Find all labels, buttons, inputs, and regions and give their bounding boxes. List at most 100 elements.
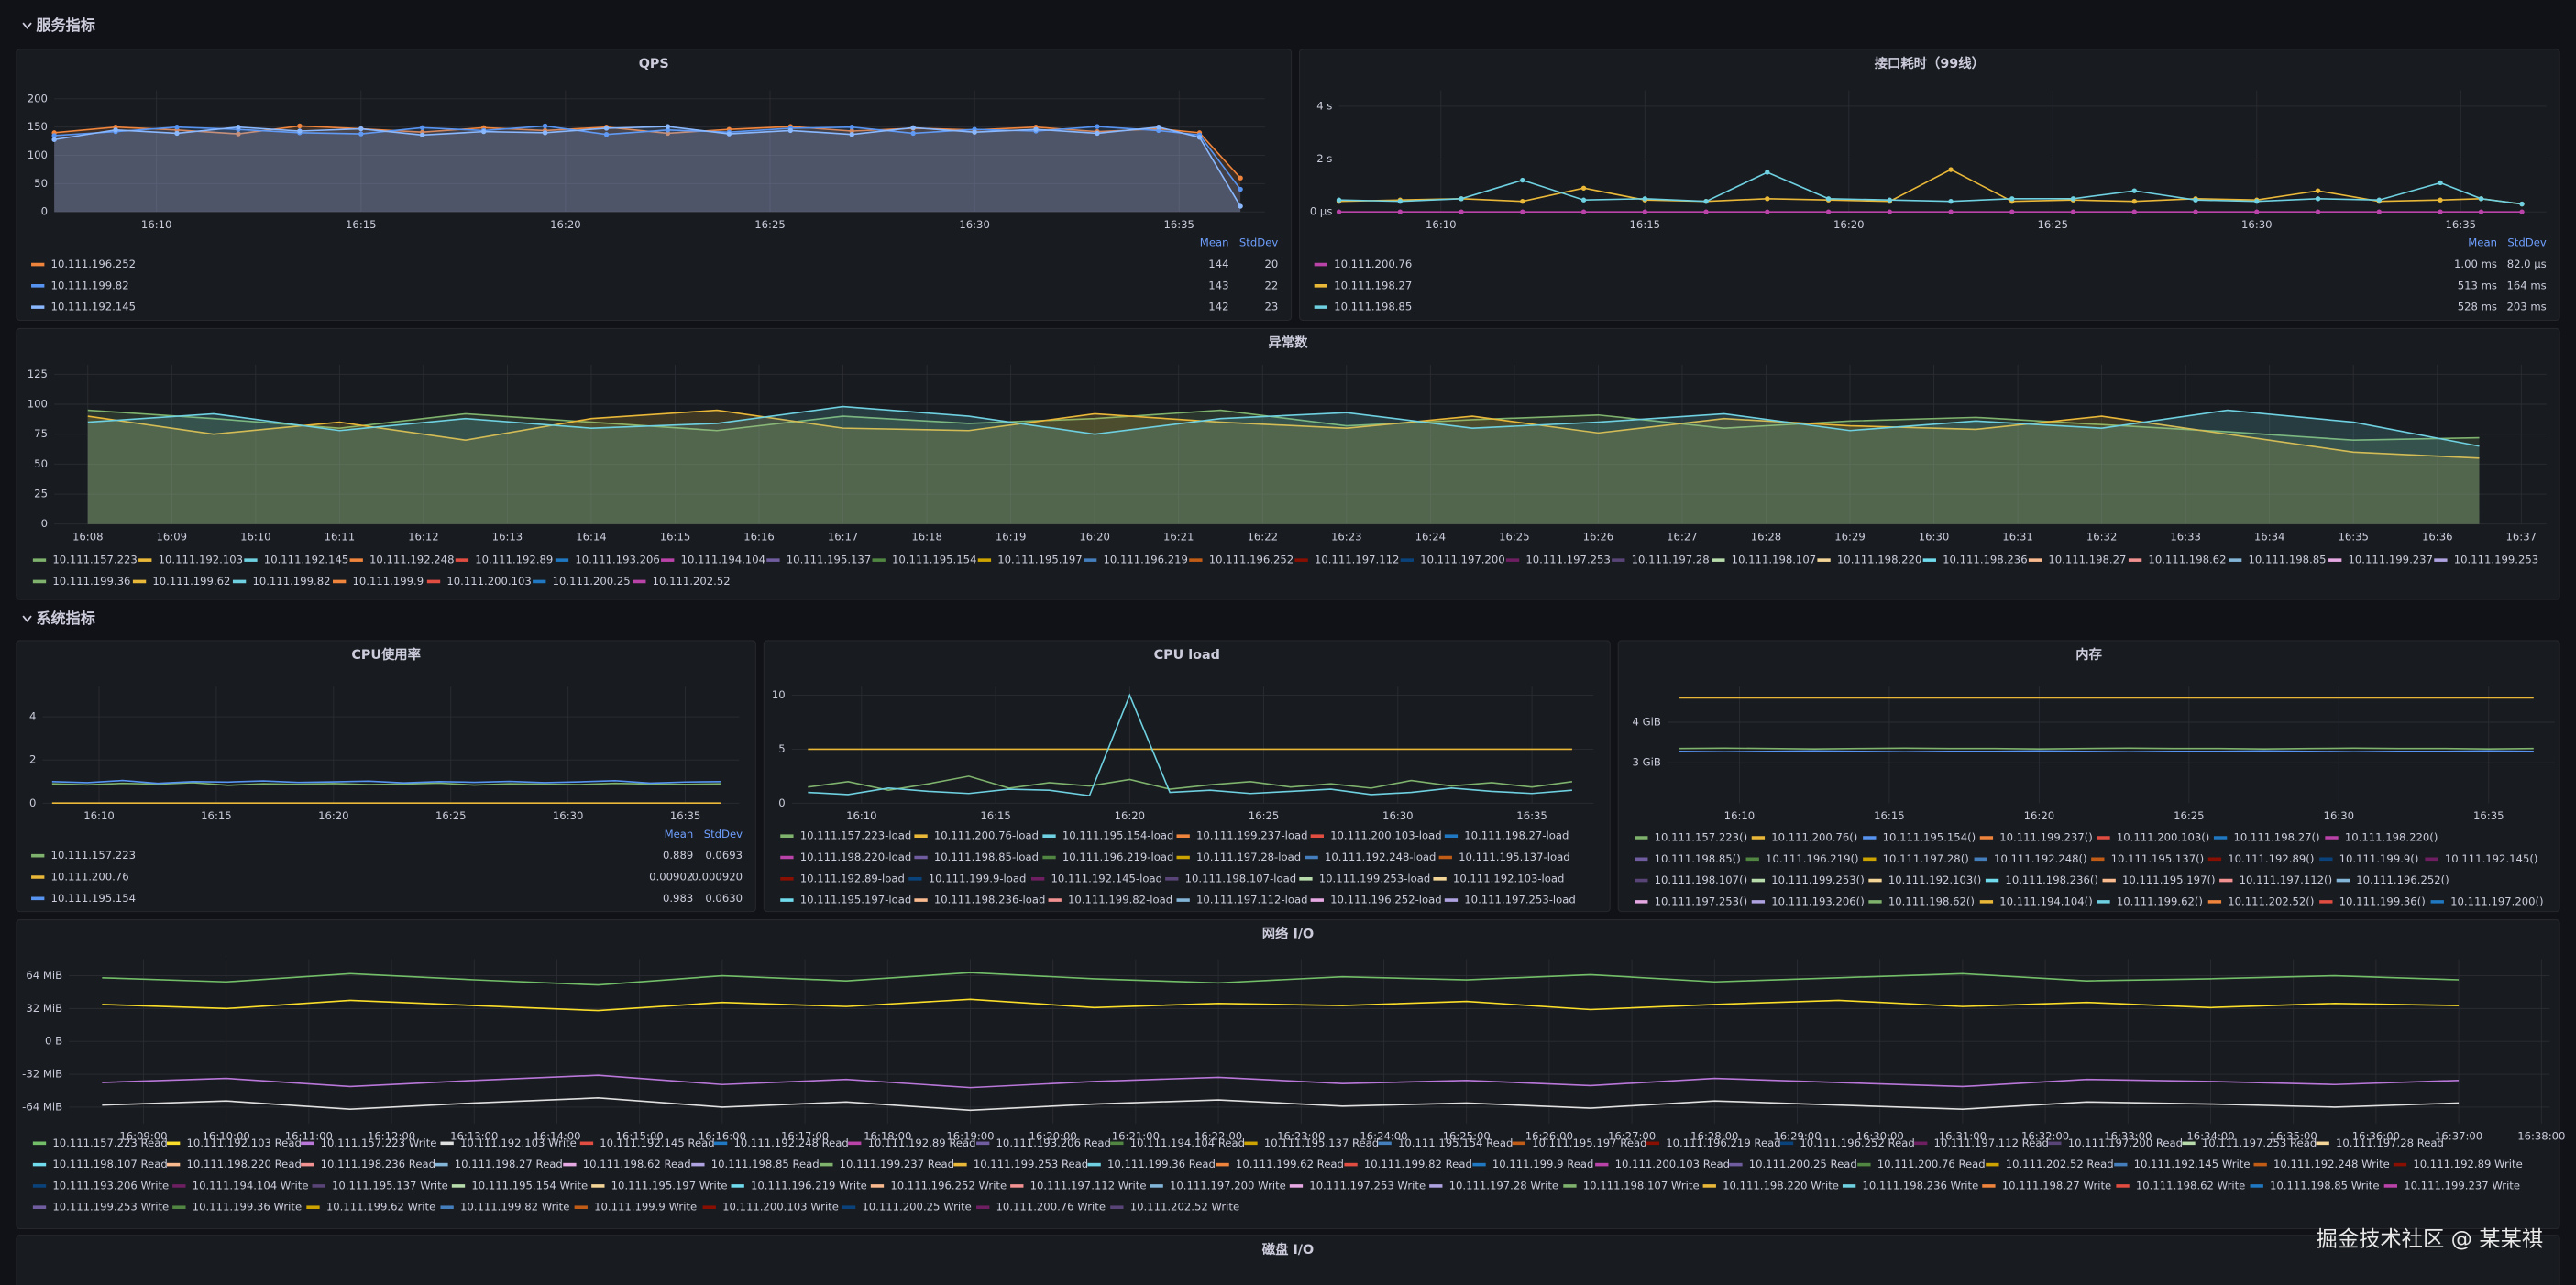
x-tick-label: 16:28 <box>1751 531 1782 544</box>
y-tick-label: 4 GiB <box>1632 715 1660 728</box>
x-tick-label: 16:19 <box>996 531 1027 544</box>
x-tick-label: 16:15 <box>346 218 377 231</box>
legend: Mean StdDev 10.111.157.223 0.889 0.0693 10.11… <box>31 828 743 905</box>
legend-label: 10.111.198.107 <box>1732 554 1816 566</box>
legend-label: 10.111.199.82-load <box>1068 894 1172 906</box>
point <box>1238 203 1243 209</box>
legend-label: 10.111.199.82 Read <box>1364 1158 1472 1170</box>
point <box>1095 124 1100 129</box>
point <box>603 132 610 137</box>
y-tick-label: 4 s <box>1316 99 1332 112</box>
legend-label: 10.111.192.248 Read <box>733 1137 848 1149</box>
legend-label: 10.111.198.85 Write <box>2270 1179 2379 1192</box>
legend-label: 10.111.200.103 Write <box>722 1201 839 1214</box>
panel-frame <box>1617 640 2560 913</box>
y-tick-label: 2 s <box>1316 152 1332 165</box>
row-chevron[interactable] <box>22 22 32 29</box>
point <box>2254 209 2260 214</box>
legend-label: 10.111.196.252 <box>1209 554 1294 566</box>
y-tick-label: 4 <box>29 710 36 723</box>
x-tick-label: 16:26:00 <box>1525 1130 1573 1143</box>
x-tick-label: 16:16:00 <box>699 1130 746 1143</box>
legend-label: 10.111.199.36 Read <box>1107 1158 1216 1170</box>
x-tick-label: 16:20 <box>318 809 349 822</box>
line <box>808 693 1572 796</box>
x-tick-label: 16:10 <box>1426 218 1457 231</box>
panel-frame <box>16 1235 2560 1285</box>
panel-title: QPS <box>639 57 669 71</box>
point <box>1397 198 1403 204</box>
legend-label: 10.111.195.154 <box>892 554 976 566</box>
legend: Mean StdDev 10.111.200.76 1.00 ms 82.0 μs 10.… <box>1314 236 2547 313</box>
point <box>2519 209 2525 214</box>
legend-label: 10.111.198.107() <box>1655 873 1748 886</box>
legend-label: 10.111.200.76 Write <box>996 1201 1106 1214</box>
legend-label: 10.111.197.200 Read <box>2068 1137 2183 1149</box>
point <box>1156 127 1161 134</box>
legend-label: 10.111.192.248() <box>1994 852 2087 865</box>
y-tick-label: 100 <box>28 148 48 161</box>
row-title[interactable]: 系统指标 <box>36 610 94 627</box>
point <box>1095 130 1100 137</box>
point <box>542 123 548 129</box>
point <box>849 124 854 130</box>
x-tick-label: 16:34 <box>2254 531 2285 544</box>
panel: CPU load 0 5 10 16:10 16:15 16:20 16:25 16:30 16:… <box>763 640 1611 913</box>
legend-label: 10.111.192.145 Write <box>2134 1158 2251 1170</box>
legend-label: 10.111.195.154-load <box>1062 829 1173 842</box>
area <box>87 410 2480 524</box>
x-tick-label: 16:12 <box>408 531 439 544</box>
legend-label: 10.111.197.253 Write <box>1309 1179 1426 1192</box>
legend-label: 10.111.198.236-load <box>934 894 1045 906</box>
y-tick-label: 0 <box>41 517 48 530</box>
plot-area <box>51 779 721 804</box>
row-chevron[interactable] <box>22 615 32 622</box>
point <box>1642 196 1647 202</box>
legend-label: 10.111.198.220-load <box>800 851 911 863</box>
legend-header: Mean <box>2468 236 2497 249</box>
x-tick-label: 16:35 <box>2446 218 2477 231</box>
legend-label: 10.111.198.107 Write <box>1583 1179 1700 1192</box>
x-tick-label: 16:09 <box>157 531 188 544</box>
x-tick-label: 16:20 <box>1115 809 1146 822</box>
x-tick-label: 16:29 <box>1834 531 1866 544</box>
point <box>2519 201 2525 207</box>
legend-label: 10.111.195.154 Read <box>1398 1137 1513 1149</box>
legend-label: 10.111.198.220 <box>1837 554 1921 566</box>
point <box>1459 196 1464 202</box>
legend-label: 10.111.192.103 Write <box>460 1137 577 1149</box>
x-tick-label: 16:21 <box>1163 531 1194 544</box>
legend-label: 10.111.192.248 Write <box>2273 1158 2390 1170</box>
y-tick-label: 0 <box>29 796 36 809</box>
legend-label: 10.111.198.85() <box>1655 852 1741 865</box>
x-tick-label: 16:25 <box>1249 809 1280 822</box>
legend-label: 10.111.192.103 <box>159 554 243 566</box>
panel: 磁盘 I/O <box>16 1235 2560 1285</box>
row-title[interactable]: 服务指标 <box>36 16 94 34</box>
legend-label: 10.111.195.154 <box>51 892 136 905</box>
legend-label: 10.111.157.223 Read <box>52 1137 167 1149</box>
legend-label: 10.111.198.62 Read <box>583 1158 691 1170</box>
legend-label: 10.111.200.25 <box>553 575 631 588</box>
legend-stddev: 0.0693 <box>705 849 743 862</box>
point <box>420 125 425 130</box>
legend-stddev: 22 <box>1264 279 1278 291</box>
point <box>1887 209 1892 214</box>
legend-label: 10.111.195.137 Write <box>332 1179 448 1192</box>
legend-label: 10.111.198.27-load <box>1464 829 1569 842</box>
legend-label: 10.111.192.89 Write <box>2413 1158 2522 1170</box>
legend-label: 10.111.192.145 <box>51 301 136 313</box>
x-tick-label: 16:18 <box>911 531 942 544</box>
legend-label: 10.111.199.36() <box>2339 895 2426 907</box>
x-tick-label: 16:15 <box>201 809 232 822</box>
x-tick-label: 16:23 <box>1331 531 1362 544</box>
legend-label: 10.111.198.62() <box>1888 895 1975 907</box>
point <box>358 126 364 132</box>
legend-label: 10.111.197.200() <box>2450 895 2544 907</box>
point <box>1397 209 1403 214</box>
legend-label: 10.111.199.9 <box>352 575 424 588</box>
y-tick-label: 0 <box>778 796 785 809</box>
legend-label: 10.111.157.223() <box>1655 830 1748 843</box>
point <box>1156 124 1161 130</box>
